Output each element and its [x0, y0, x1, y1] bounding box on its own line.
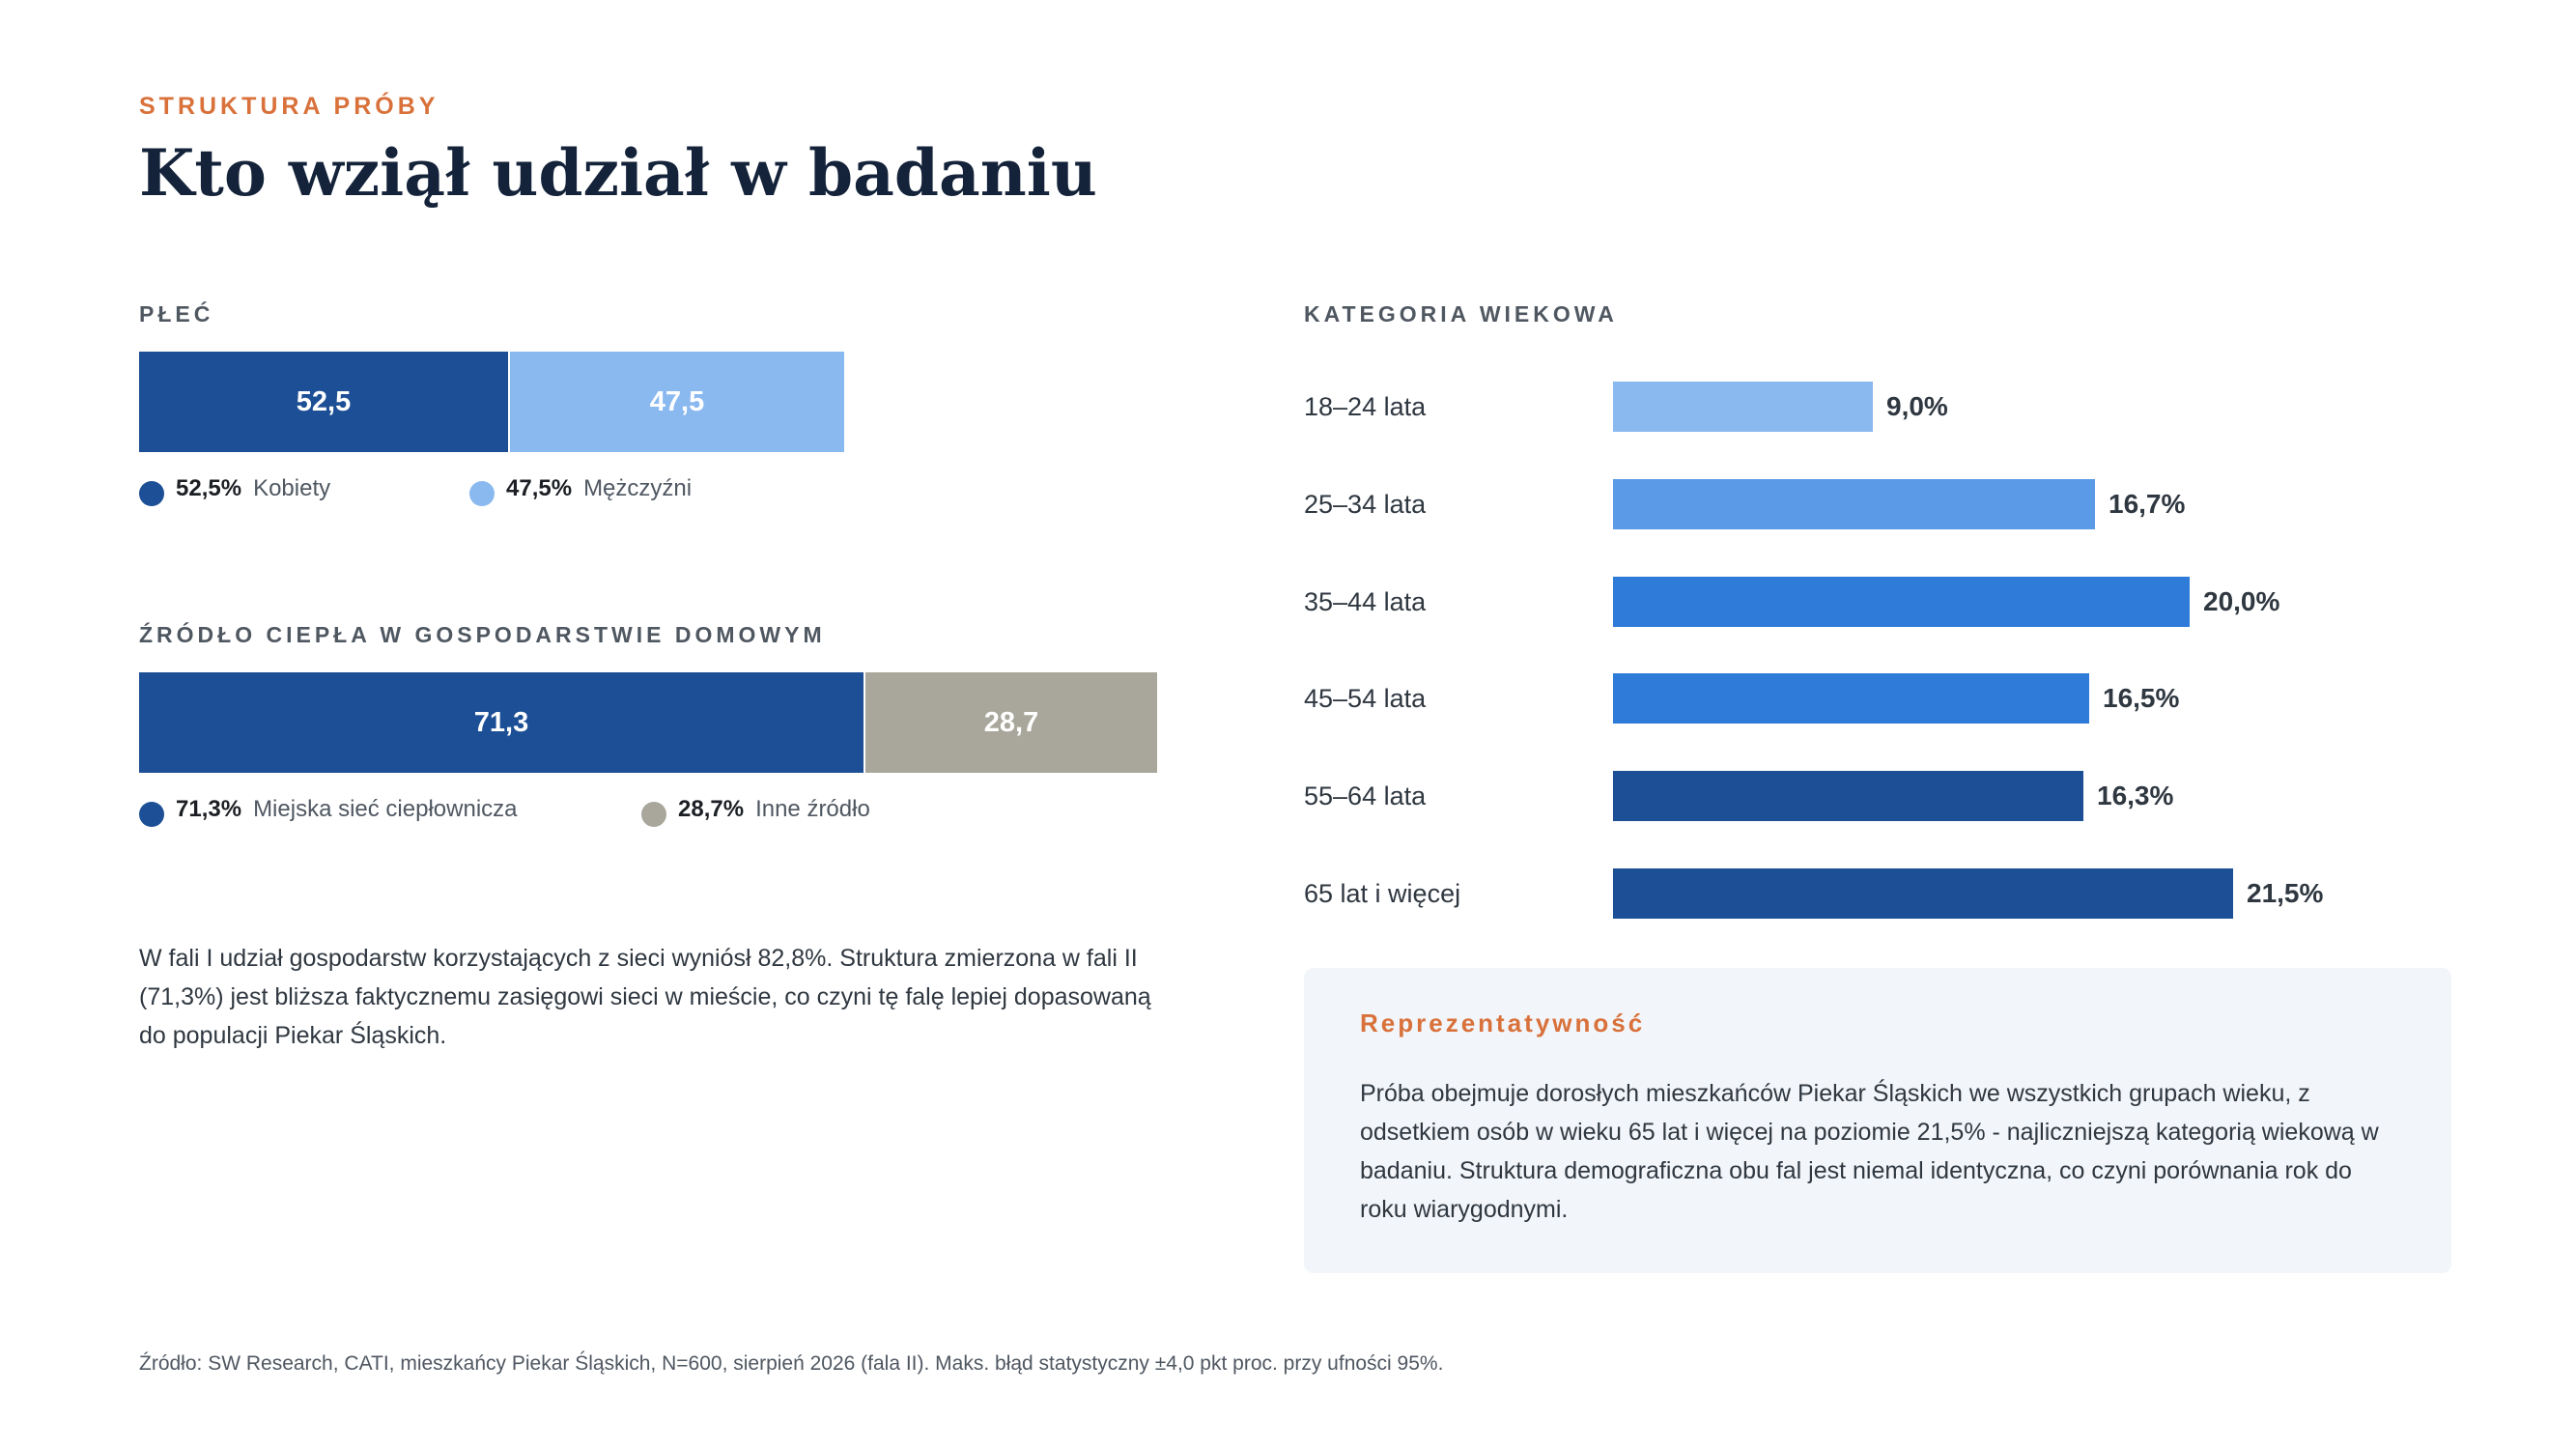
representativeness-box: Reprezentatywność Próba obejmuje dorosły… [1304, 968, 2451, 1273]
age-bar [1613, 673, 2089, 724]
gender-section-label: PŁEĆ [139, 301, 214, 327]
source-footnote: Źródło: SW Research, CATI, mieszkańcy Pi… [139, 1352, 1444, 1375]
age-row: 18–24 lata 9,0% [1304, 382, 2463, 432]
legend-women-name: Kobiety [253, 475, 331, 501]
legend-item-district-heating: 71,3% Miejska sieć ciepłownicza [139, 792, 518, 827]
age-category-label: 45–54 lata [1304, 684, 1427, 713]
legend-item-women: 52,5% Kobiety [139, 471, 330, 506]
age-category-label: 65 lat i więcej [1304, 879, 1461, 908]
heat-segment-district: 71,3 [139, 672, 863, 773]
heat-segment-other: 28,7 [863, 672, 1157, 773]
representativeness-title: Reprezentatywność [1360, 1009, 1646, 1037]
gender-segment-men-value: 47,5 [649, 385, 705, 417]
representativeness-text: Próba obejmuje dorosłych mieszkańców Pie… [1360, 1080, 2379, 1223]
age-row: 65 lat i więcej 21,5% [1304, 868, 2463, 919]
gender-segment-men: 47,5 [508, 352, 844, 452]
age-row: 25–34 lata 16,7% [1304, 479, 2463, 529]
age-category-label: 18–24 lata [1304, 392, 1427, 421]
gender-segment-women-value: 52,5 [296, 385, 352, 417]
legend-dot-women [139, 481, 164, 506]
legend-dot-other-source [641, 802, 666, 827]
gender-segment-women: 52,5 [139, 352, 508, 452]
age-row: 45–54 lata 16,5% [1304, 673, 2463, 724]
age-category-label: 25–34 lata [1304, 490, 1427, 519]
legend-other-source-name: Inne źródło [755, 796, 870, 822]
legend-dot-district-heating [139, 802, 164, 827]
page-title: Kto wziął udział w badaniu [139, 135, 1097, 211]
age-value-label: 16,5% [2103, 683, 2180, 713]
age-category-label: 35–44 lata [1304, 587, 1427, 616]
legend-women-percent: 52,5% [176, 475, 242, 501]
age-bar [1613, 382, 1873, 432]
age-row: 55–64 lata 16,3% [1304, 771, 2463, 821]
gender-stacked-bar: 52,5 47,5 [139, 352, 844, 452]
heat-segment-district-value: 71,3 [473, 706, 529, 738]
eyebrow-label: STRUKTURA PRÓBY [139, 93, 439, 120]
age-bar [1613, 868, 2233, 919]
legend-district-heating-percent: 71,3% [176, 796, 242, 822]
age-category-label: 55–64 lata [1304, 781, 1427, 810]
age-row: 35–44 lata 20,0% [1304, 577, 2463, 627]
age-value-label: 20,0% [2203, 586, 2280, 616]
age-bar [1613, 771, 2083, 821]
age-section-label: KATEGORIA WIEKOWA [1304, 301, 1618, 327]
legend-dot-men [469, 481, 495, 506]
heat-source-section-label: ŹRÓDŁO CIEPŁA W GOSPODARSTWIE DOMOWYM [139, 622, 826, 647]
heat-segment-other-value: 28,7 [983, 706, 1039, 738]
age-bar [1613, 479, 2095, 529]
age-bar [1613, 577, 2190, 627]
legend-item-other-source: 28,7% Inne źródło [641, 792, 870, 827]
heat-source-stacked-bar: 71,3 28,7 [139, 672, 1157, 773]
age-value-label: 9,0% [1886, 391, 1948, 421]
legend-other-source-percent: 28,7% [678, 796, 745, 822]
legend-item-men: 47,5% Mężczyźni [469, 471, 692, 506]
age-value-label: 16,7% [2109, 489, 2186, 519]
legend-men-name: Mężczyźni [583, 475, 693, 501]
age-value-label: 16,3% [2097, 781, 2174, 810]
age-value-label: 21,5% [2247, 878, 2324, 908]
legend-district-heating-name: Miejska sieć ciepłownicza [253, 796, 518, 822]
wave-comparison-note: W fali I udział gospodarstw korzystający… [139, 945, 1151, 1049]
legend-men-percent: 47,5% [506, 475, 573, 501]
